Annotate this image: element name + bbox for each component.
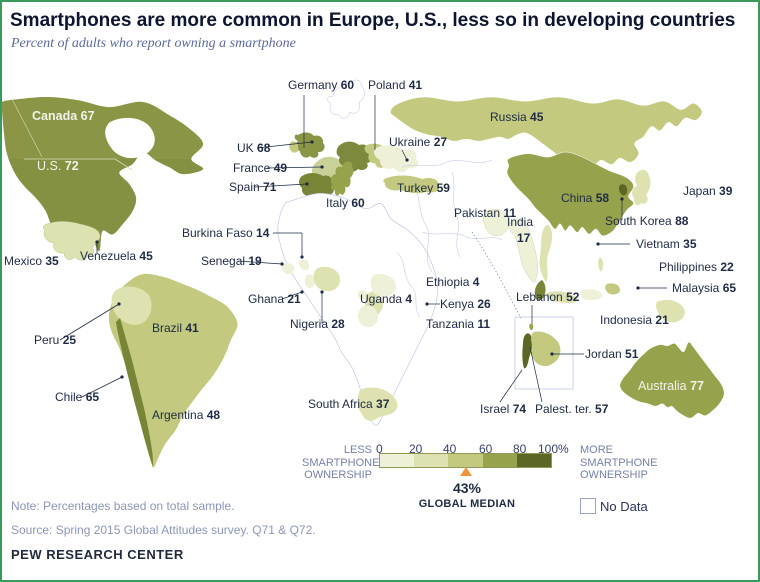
svg-text:Uganda 4: Uganda 4: [360, 292, 412, 306]
svg-text:Germany 60: Germany 60: [288, 78, 354, 92]
svg-text:South Korea 88: South Korea 88: [605, 214, 689, 228]
svg-text:17: 17: [517, 231, 531, 245]
svg-text:Ukraine 27: Ukraine 27: [389, 135, 447, 149]
svg-text:Chile 65: Chile 65: [55, 390, 99, 404]
svg-text:India: India: [507, 215, 533, 229]
svg-text:Canada 67: Canada 67: [32, 109, 95, 123]
svg-text:Tanzania 11: Tanzania 11: [426, 317, 490, 331]
svg-text:China 58: China 58: [561, 191, 609, 205]
svg-text:Turkey 59: Turkey 59: [397, 181, 450, 195]
svg-text:Russia 45: Russia 45: [490, 110, 544, 124]
svg-text:Nigeria 28: Nigeria 28: [290, 317, 345, 331]
svg-text:Ghana 21: Ghana 21: [248, 292, 301, 306]
svg-text:South Africa 37: South Africa 37: [308, 397, 390, 411]
svg-text:Palest. ter. 57: Palest. ter. 57: [535, 402, 609, 416]
svg-text:Japan 39: Japan 39: [683, 184, 733, 198]
svg-text:Poland 41: Poland 41: [368, 78, 422, 92]
svg-text:Burkina Faso 14: Burkina Faso 14: [182, 226, 270, 240]
svg-text:U.S. 72: U.S. 72: [37, 159, 79, 173]
svg-text:Lebanon 52: Lebanon 52: [516, 290, 580, 304]
svg-text:Peru 25: Peru 25: [34, 333, 76, 347]
svg-text:Kenya 26: Kenya 26: [440, 297, 491, 311]
svg-text:Ethiopia 4: Ethiopia 4: [426, 275, 480, 289]
svg-text:UK 68: UK 68: [237, 141, 271, 155]
svg-text:Israel 74: Israel 74: [480, 402, 526, 416]
svg-text:Vietnam 35: Vietnam 35: [636, 237, 697, 251]
svg-text:Indonesia 21: Indonesia 21: [600, 313, 669, 327]
svg-text:Italy 60: Italy 60: [326, 196, 365, 210]
svg-text:Argentina 48: Argentina 48: [152, 408, 220, 422]
svg-text:Malaysia 65: Malaysia 65: [672, 281, 736, 295]
svg-text:Brazil 41: Brazil 41: [152, 321, 199, 335]
svg-text:Venezuela 45: Venezuela 45: [80, 249, 153, 263]
svg-text:Philippines 22: Philippines 22: [659, 260, 734, 274]
svg-text:Spain 71: Spain 71: [229, 180, 277, 194]
svg-text:Australia 77: Australia 77: [638, 379, 704, 393]
svg-text:Senegal 19: Senegal 19: [201, 254, 262, 268]
svg-text:Jordan 51: Jordan 51: [585, 347, 639, 361]
svg-text:Mexico 35: Mexico 35: [4, 254, 59, 268]
